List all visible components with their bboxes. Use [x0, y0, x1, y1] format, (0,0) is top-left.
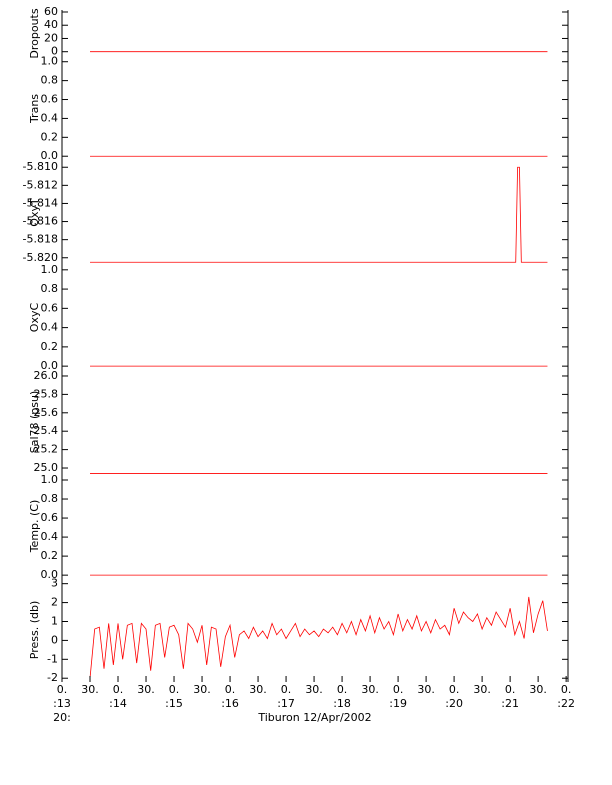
y-tick-label: 25.0 — [34, 461, 59, 474]
y-tick-label: 60 — [44, 5, 58, 18]
x-tick-hour-label: :22 — [557, 697, 575, 710]
x-tick-hour-label: :18 — [333, 697, 351, 710]
y-tick-label: -5.814 — [23, 196, 58, 209]
y-tick-label: 0.8 — [41, 74, 59, 87]
y-tick-label: 25.4 — [34, 424, 59, 437]
y-tick-label: 1.0 — [41, 263, 59, 276]
x-label-prefix: 20: — [53, 711, 71, 724]
y-tick-label: 0.2 — [41, 130, 59, 143]
x-tick-label: 0. — [561, 683, 572, 696]
y-tick-label: 26.0 — [34, 369, 59, 382]
y-tick-label: 3 — [51, 577, 58, 590]
y-tick-label: 0.8 — [41, 492, 59, 505]
x-tick-label: 0. — [57, 683, 68, 696]
y-tick-label: 25.6 — [34, 406, 59, 419]
y-tick-label: 0.0 — [41, 149, 59, 162]
y-tick-label: -5.820 — [23, 251, 58, 264]
x-tick-hour-label: :20 — [445, 697, 463, 710]
y-axis-label: Trans — [28, 94, 41, 124]
y-tick-label: 0.4 — [41, 530, 59, 543]
x-tick-hour-label: :19 — [389, 697, 407, 710]
x-tick-label: 30. — [417, 683, 435, 696]
y-tick-label: 0 — [51, 45, 58, 58]
x-tick-label: 0. — [505, 683, 516, 696]
x-tick-label: 30. — [81, 683, 99, 696]
y-tick-label: 0.4 — [41, 321, 59, 334]
y-tick-label: 0.2 — [41, 340, 59, 353]
y-tick-label: 0.6 — [41, 93, 59, 106]
x-tick-label: 0. — [449, 683, 460, 696]
x-tick-label: 0. — [281, 683, 292, 696]
x-tick-hour-label: :13 — [53, 697, 71, 710]
y-axis-label: Sal78 (psu) — [28, 391, 41, 454]
x-tick-hour-label: :21 — [501, 697, 519, 710]
y-tick-label: 20 — [44, 31, 58, 44]
x-tick-hour-label: :15 — [165, 697, 183, 710]
y-tick-label: -5.810 — [23, 160, 58, 173]
y-tick-label: 0.0 — [41, 359, 59, 372]
y-tick-label: 1 — [51, 614, 58, 627]
x-tick-label: 30. — [361, 683, 379, 696]
data-line — [89, 596, 548, 679]
x-tick-label: 0. — [169, 683, 180, 696]
y-axis-label: Temp. (C) — [28, 500, 41, 554]
x-tick-label: 0. — [225, 683, 236, 696]
y-axis-label: OxyC — [28, 303, 41, 333]
y-tick-label: 2 — [51, 596, 58, 609]
y-tick-label: 40 — [44, 18, 58, 31]
y-tick-label: 0.6 — [41, 301, 59, 314]
x-tick-label: 30. — [529, 683, 547, 696]
x-tick-label: 0. — [393, 683, 404, 696]
y-tick-label: 0 — [51, 633, 58, 646]
y-tick-label: 1.0 — [41, 473, 59, 486]
x-tick-label: 30. — [137, 683, 155, 696]
x-tick-label: 30. — [249, 683, 267, 696]
y-tick-label: 0.4 — [41, 111, 59, 124]
y-tick-label: 0.0 — [41, 568, 59, 581]
x-tick-label: 30. — [473, 683, 491, 696]
y-axis-label: Press. (db) — [28, 601, 41, 660]
y-axis-label: OxyT — [28, 198, 41, 227]
x-tick-label: 0. — [113, 683, 124, 696]
x-axis-label: Tiburon 12/Apr/2002 — [257, 711, 371, 724]
y-tick-label: 25.2 — [34, 443, 59, 456]
y-axis-label: Dropouts — [28, 8, 41, 58]
y-tick-label: 25.8 — [34, 387, 59, 400]
y-tick-label: -5.816 — [23, 215, 58, 228]
data-line — [90, 166, 548, 263]
x-tick-hour-label: :14 — [109, 697, 127, 710]
y-tick-label: 0.8 — [41, 282, 59, 295]
y-tick-label: -5.818 — [23, 233, 58, 246]
x-tick-label: 0. — [337, 683, 348, 696]
y-tick-label: -1 — [47, 652, 58, 665]
x-tick-hour-label: :17 — [277, 697, 295, 710]
x-tick-hour-label: :16 — [221, 697, 239, 710]
x-tick-label: 30. — [305, 683, 323, 696]
y-tick-label: -5.812 — [23, 178, 58, 191]
y-tick-label: 0.2 — [41, 549, 59, 562]
y-tick-label: 1.0 — [41, 55, 59, 68]
y-tick-label: 0.6 — [41, 511, 59, 524]
y-tick-label: -2 — [47, 671, 58, 684]
x-tick-label: 30. — [193, 683, 211, 696]
